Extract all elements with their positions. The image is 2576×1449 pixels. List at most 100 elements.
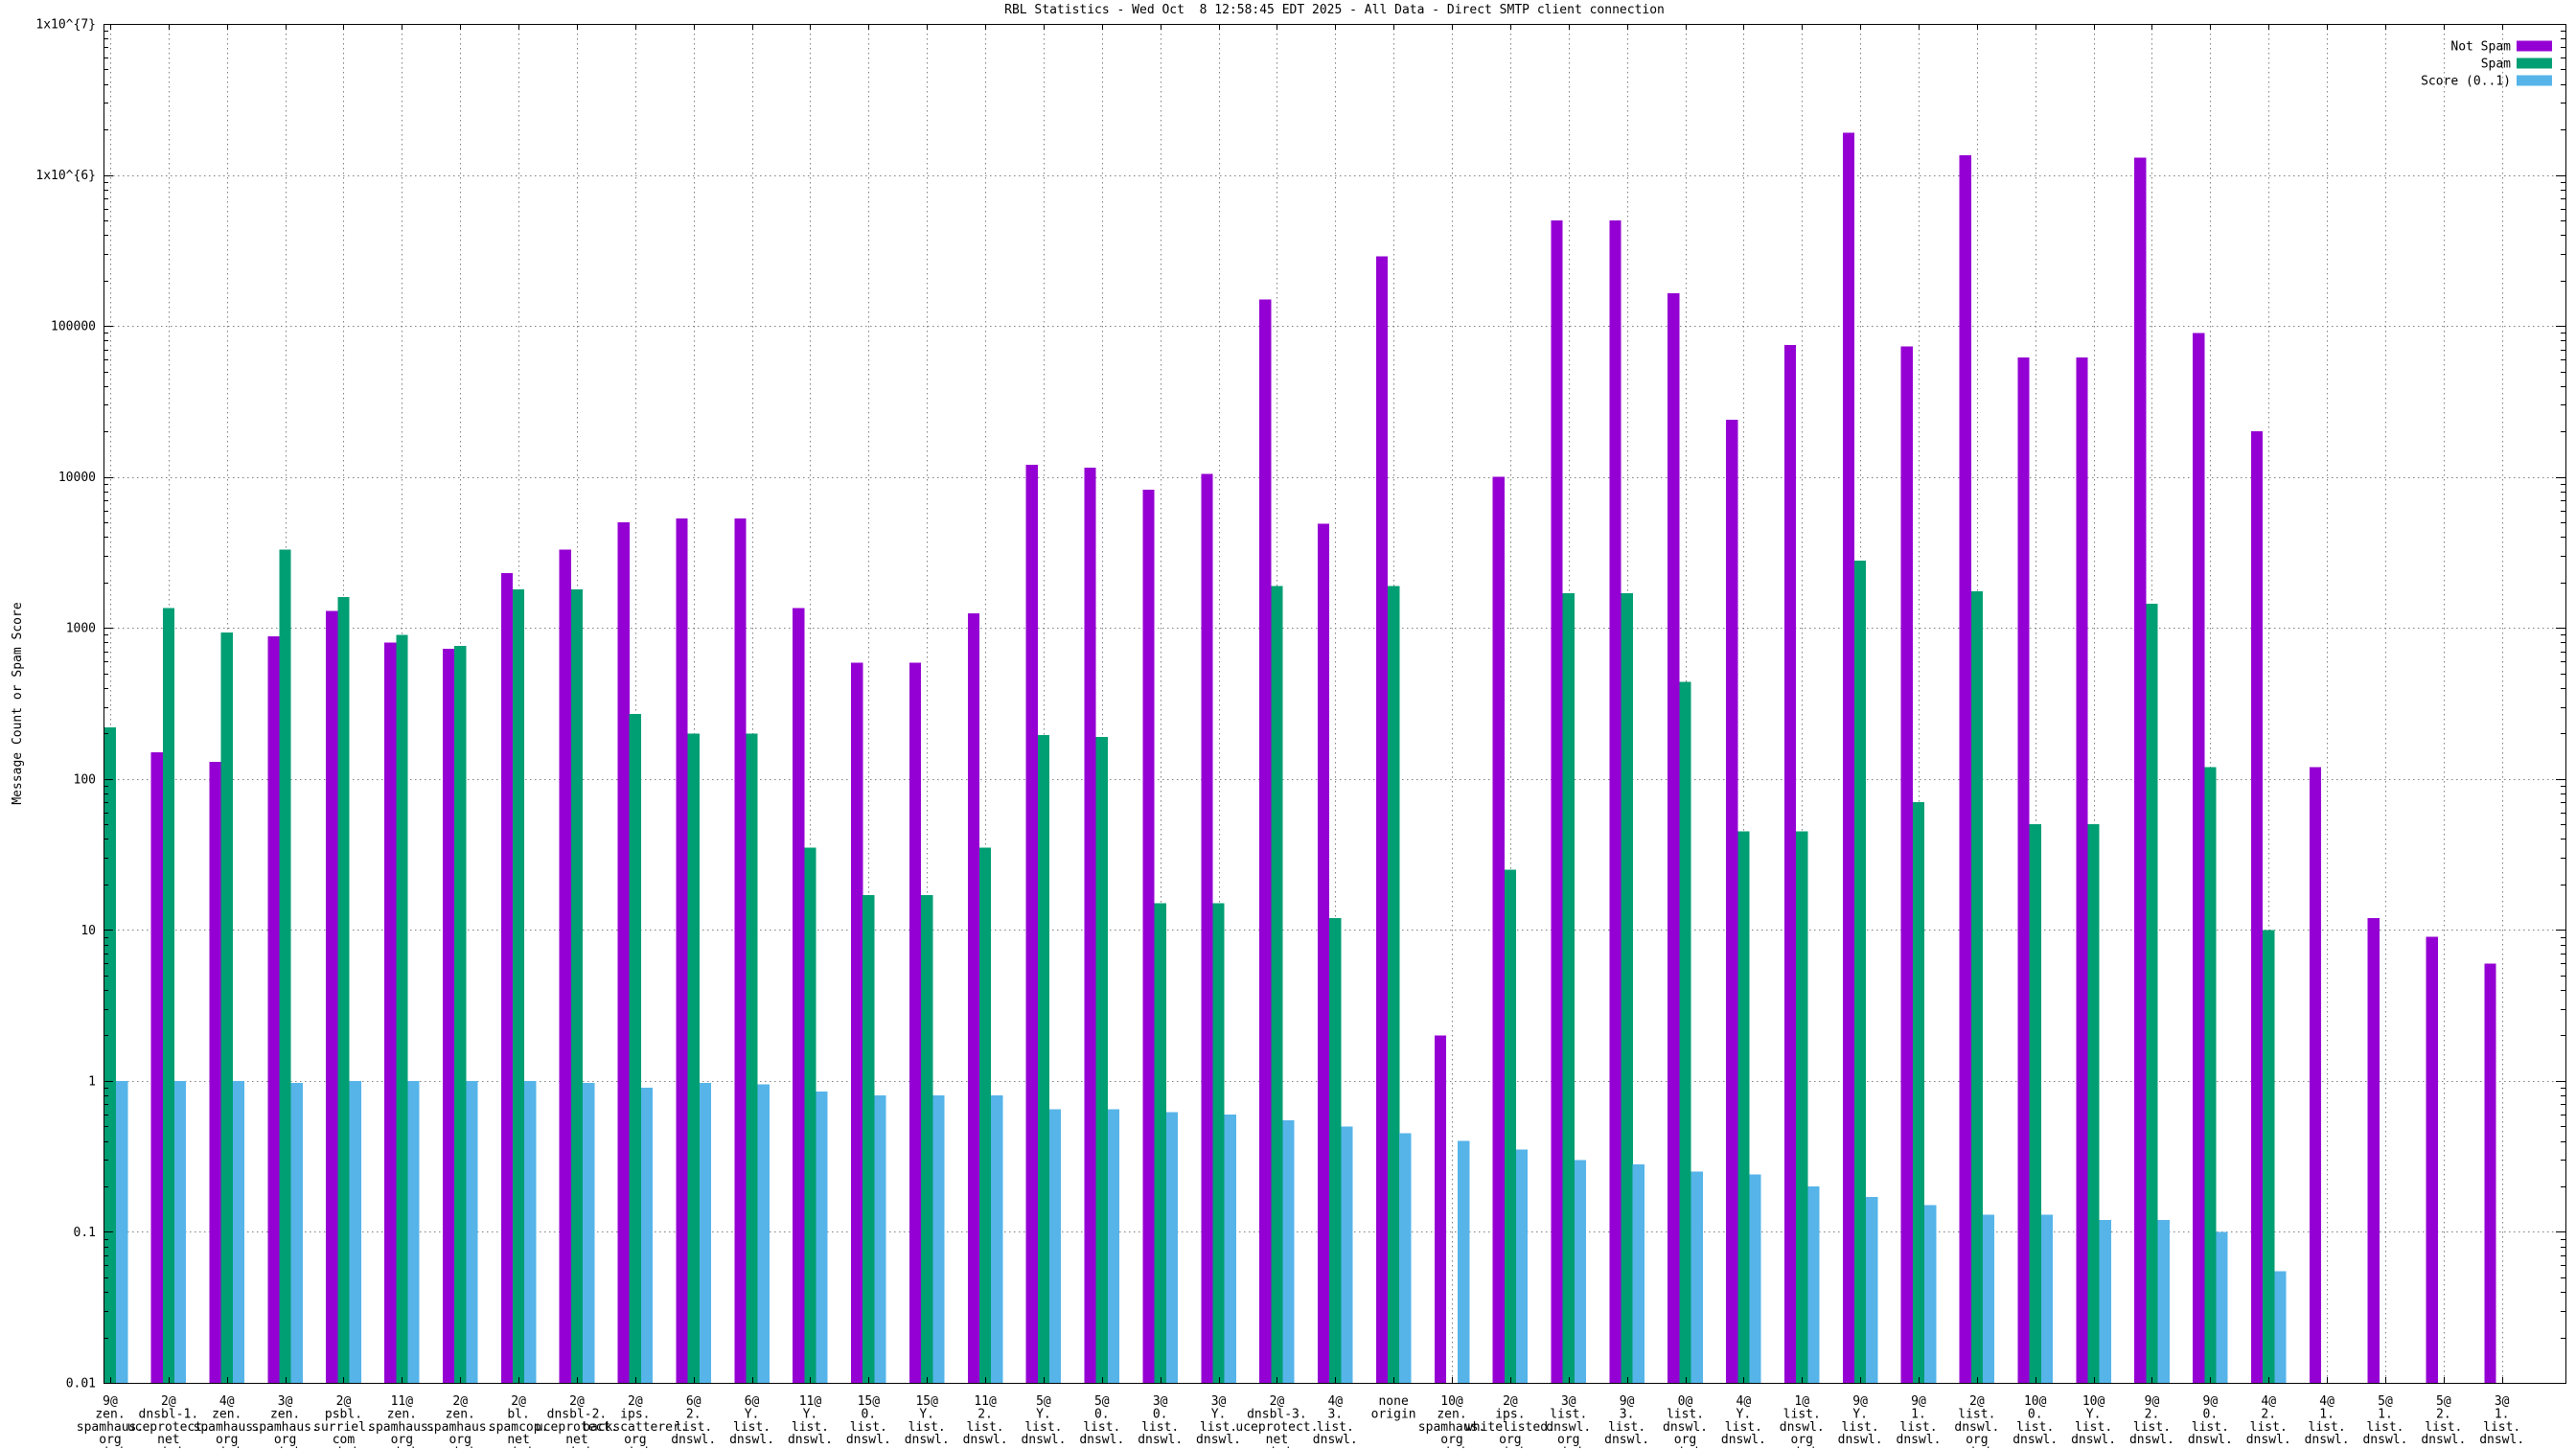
bar	[162, 608, 174, 1383]
bar	[1434, 1035, 1446, 1383]
bar	[1282, 1119, 1295, 1383]
bar	[1609, 220, 1622, 1383]
bar	[1201, 473, 1213, 1383]
bars-spam	[104, 549, 2275, 1383]
bar	[1924, 1205, 1937, 1383]
bar	[1154, 903, 1166, 1383]
bar	[279, 549, 291, 1383]
bar	[104, 726, 117, 1383]
bar	[1212, 903, 1225, 1383]
x-category-label: 5@2.list.dnswl.orgorigin	[2421, 1394, 2466, 1449]
x-category-label: 4@2.list.dnswl.orgorigin	[2246, 1394, 2291, 1449]
x-category-label: 3@Y.list.dnswl.orgorigin	[1196, 1394, 1241, 1449]
bar	[1492, 476, 1505, 1383]
bar	[699, 1083, 711, 1383]
bar	[116, 1080, 128, 1383]
bar	[2274, 1271, 2287, 1383]
bar	[676, 518, 688, 1383]
x-category-label: 3@zen.spamhaus.orgorigin	[251, 1394, 318, 1449]
bar	[2484, 963, 2496, 1383]
chart-text: RBL Statistics - Wed Oct 8 12:58:45 EDT …	[11, 3, 2524, 1449]
x-category-label: 2@bl.spamcop.netorigin	[489, 1394, 549, 1449]
bar	[991, 1095, 1003, 1383]
bar	[804, 847, 816, 1383]
x-category-label: 11@zen.spamhaus.orgorigin	[368, 1394, 435, 1449]
bar	[267, 636, 280, 1383]
x-category-label: 2@list.dnswl.orgorigin	[1954, 1394, 1999, 1449]
x-category-label: 2@dnsbl-1.uceprotect.netorigin	[127, 1394, 210, 1449]
bar	[851, 662, 863, 1383]
x-category-label: 15@0.list.dnswl.orgorigin	[846, 1394, 891, 1449]
bar	[1551, 220, 1563, 1383]
bar	[2134, 157, 2147, 1384]
bar	[1726, 419, 1738, 1383]
bar	[1084, 468, 1096, 1384]
x-category-label: 4@Y.list.dnswl.orgorigin	[1721, 1394, 1766, 1449]
x-category-label: 9@3.list.dnswl.orgorigin	[1604, 1394, 1649, 1449]
bar	[1668, 292, 1680, 1383]
bar	[1690, 1171, 1703, 1383]
bar	[1329, 917, 1342, 1383]
bar	[1516, 1149, 1529, 1383]
bar	[1983, 1214, 1995, 1383]
x-category-label: 11@Y.list.dnswl.orgorigin	[788, 1394, 833, 1449]
x-category-label: 3@0.list.dnswl.orgorigin	[1138, 1394, 1183, 1449]
bar	[2146, 603, 2158, 1383]
x-category-label: 2@ips.whitelisted.orgorigin	[1465, 1394, 1555, 1449]
bar	[734, 518, 747, 1383]
bar	[1796, 831, 1808, 1383]
y-tick-label: 100000	[51, 320, 96, 334]
bar	[1399, 1133, 1412, 1383]
x-category-label: 4@1.list.dnswl.orgorigin	[2305, 1394, 2350, 1449]
x-category-label: 4@3.list.dnswl.orgorigin	[1313, 1394, 1358, 1449]
bar	[2017, 356, 2030, 1383]
bar	[1749, 1174, 1761, 1383]
x-category-label: 2@psbl.surriel.comorigin	[313, 1394, 374, 1449]
bar	[932, 1095, 945, 1383]
bar	[1621, 592, 1633, 1383]
bar	[1912, 802, 1925, 1383]
bar	[466, 1080, 478, 1383]
bar	[1388, 586, 1400, 1383]
bar	[174, 1080, 187, 1383]
bar	[2040, 1214, 2053, 1383]
bar	[1679, 681, 1691, 1383]
bar	[816, 1092, 828, 1383]
bar	[1259, 299, 1272, 1383]
bar	[2204, 767, 2217, 1383]
x-category-label: 2@ips.backscatterer.orgorigin	[583, 1394, 688, 1449]
x-category-label: 3@1.list.dnswl.orgorigin	[2479, 1394, 2524, 1449]
bar	[1854, 560, 1867, 1383]
bar	[1737, 831, 1750, 1383]
x-category-label: 6@Y.list.dnswl.orgorigin	[729, 1394, 774, 1449]
legend-label: Score (0..1)	[2421, 75, 2511, 89]
bar	[2076, 356, 2088, 1383]
bar	[150, 752, 163, 1383]
x-category-label: 2@dnsbl-2.uceprotect.netorigin	[536, 1394, 618, 1449]
bar	[2193, 333, 2205, 1383]
bar	[2309, 767, 2321, 1383]
legend-swatch	[2517, 75, 2552, 86]
bar	[1025, 465, 1038, 1383]
bar	[1458, 1140, 1470, 1383]
bar	[2087, 824, 2100, 1383]
bar	[1632, 1164, 1644, 1383]
bar	[1807, 1186, 1820, 1383]
bar	[1107, 1109, 1120, 1383]
bar	[1341, 1126, 1353, 1383]
bar	[559, 549, 571, 1383]
bar	[1574, 1160, 1587, 1383]
x-category-label: none origin	[1371, 1394, 1416, 1421]
bar	[500, 573, 513, 1383]
bar	[1784, 344, 1797, 1383]
bar	[1959, 155, 1971, 1383]
bar	[1318, 523, 1330, 1383]
bar	[396, 634, 408, 1383]
bar	[746, 733, 758, 1383]
bar	[2157, 1220, 2170, 1383]
bar	[2426, 936, 2438, 1383]
x-category-label: 9@1.list.dnswl.orgorigin	[1897, 1394, 1942, 1449]
x-category-label: 10@Y.list.dnswl.orgorigin	[2071, 1394, 2116, 1449]
bar	[757, 1084, 770, 1383]
bar	[1562, 592, 1575, 1383]
